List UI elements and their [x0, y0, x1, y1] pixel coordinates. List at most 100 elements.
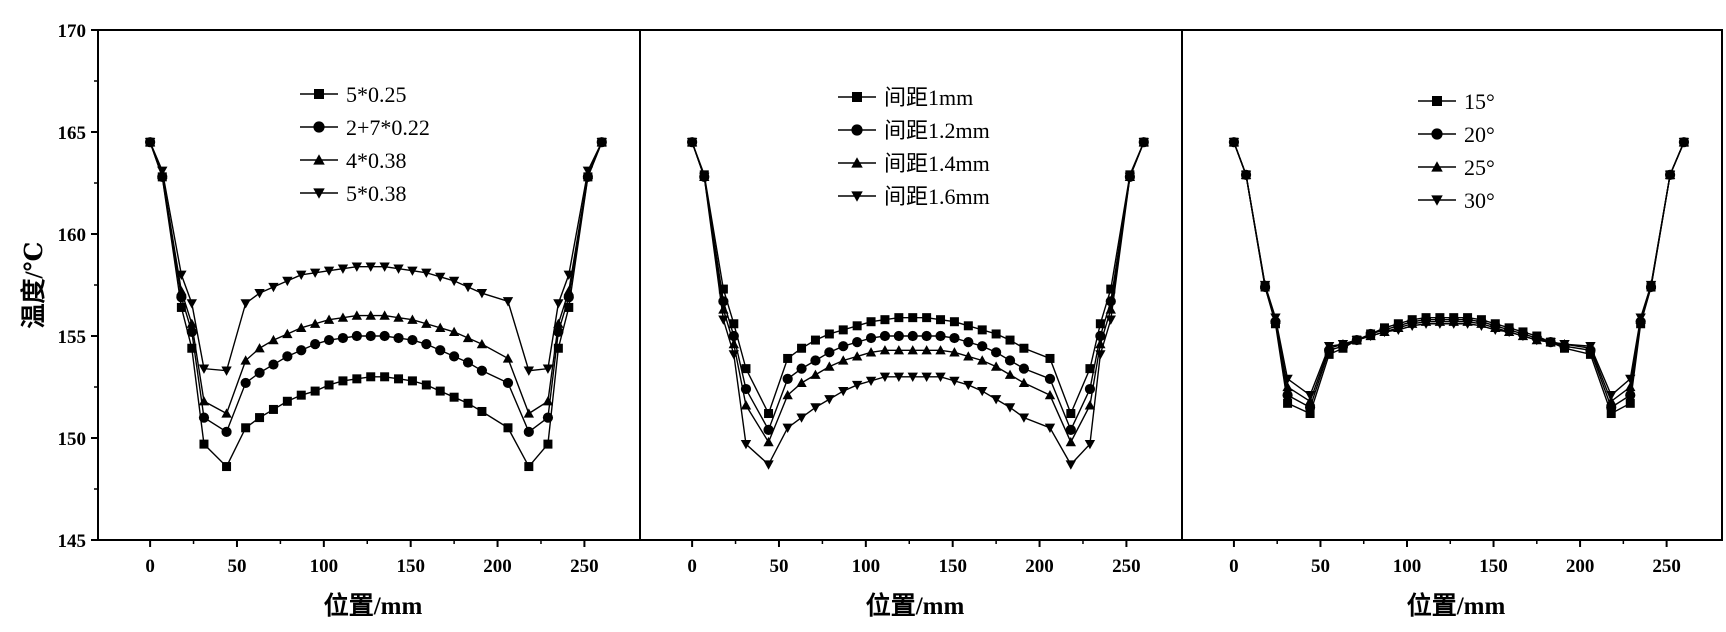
legend-label: 4*0.38 [346, 148, 407, 173]
data-point [810, 369, 821, 379]
data-point [1664, 170, 1676, 181]
data-point [907, 330, 918, 342]
data-point [824, 347, 835, 358]
data-point [1270, 313, 1281, 323]
data-point [740, 439, 752, 450]
data-point [880, 315, 890, 325]
y-tick-label: 155 [58, 327, 87, 348]
data-point [1678, 138, 1690, 148]
data-point [838, 325, 848, 335]
data-point [407, 334, 418, 346]
data-point [1085, 364, 1095, 374]
data-point [462, 357, 474, 368]
data-point [893, 330, 904, 342]
data-point [740, 400, 752, 410]
x-tick-label: 100 [852, 556, 881, 577]
data-point [977, 386, 988, 397]
data-point [1625, 398, 1635, 408]
x-tick-label: 0 [687, 556, 697, 577]
data-point [1448, 319, 1459, 329]
data-point [852, 321, 862, 331]
data-point [1503, 327, 1515, 338]
y-axis-title: 温度/℃ [19, 242, 48, 329]
series-4 [1228, 138, 1690, 401]
data-point [186, 318, 197, 328]
y-tick-label: 170 [58, 21, 87, 42]
data-point [1084, 439, 1096, 450]
data-point [949, 347, 960, 357]
data-point [543, 439, 553, 449]
data-point [393, 264, 404, 274]
data-point [186, 299, 197, 309]
x-tick-label: 200 [1566, 556, 1595, 577]
data-point [1095, 350, 1106, 360]
data-point [186, 326, 197, 338]
plot-frame [1181, 29, 1723, 541]
x-axis-title: 位置/mm [1407, 591, 1506, 620]
data-point [824, 395, 835, 405]
data-point [176, 270, 187, 280]
chart-panel-1: 0 50 100 150 200 250 145 150 155 160 165 170 位置/mm 温度… [19, 21, 641, 620]
data-point [796, 363, 807, 374]
data-point [324, 380, 334, 390]
data-point [1585, 342, 1596, 352]
data-point [1004, 355, 1016, 366]
data-point [502, 297, 514, 307]
data-point [991, 347, 1002, 358]
data-point [199, 439, 209, 449]
data-point [782, 389, 793, 400]
data-point [990, 361, 1002, 371]
legend-marker [1431, 128, 1443, 140]
data-point [310, 386, 320, 396]
data-point [977, 325, 987, 335]
data-point [1545, 337, 1556, 348]
data-point [852, 337, 863, 348]
data-point [379, 310, 390, 320]
data-point [879, 345, 891, 355]
data-point [476, 365, 488, 376]
data-point [198, 364, 210, 374]
data-point [282, 351, 293, 362]
data-point [310, 339, 321, 350]
legend-marker [313, 188, 325, 199]
data-point [1044, 423, 1056, 433]
data-point [323, 334, 335, 346]
data-point [1283, 398, 1293, 408]
data-point [1005, 335, 1015, 345]
data-point [435, 322, 446, 332]
data-point [351, 330, 362, 342]
data-point [949, 376, 960, 387]
data-point [1282, 374, 1293, 385]
data-point [421, 380, 431, 390]
data-point [699, 172, 710, 183]
data-point [865, 347, 877, 357]
data-point [935, 330, 946, 342]
data-point [1044, 389, 1056, 400]
data-point [949, 332, 960, 344]
data-point [282, 328, 293, 339]
data-point [268, 404, 278, 414]
data-point [365, 330, 376, 342]
data-point [435, 386, 445, 396]
data-point [1065, 424, 1076, 435]
x-tick-label: 150 [1479, 556, 1508, 577]
data-point [764, 409, 774, 419]
x-tick-label: 250 [1112, 556, 1141, 577]
data-point [157, 166, 168, 176]
data-point [782, 373, 793, 384]
legend: 5*0.25 2+7*0.22 4*0.38 5*0.38 [300, 82, 430, 206]
data-point [963, 337, 974, 348]
data-point [1004, 369, 1016, 379]
data-point [351, 310, 363, 320]
data-point [407, 266, 418, 276]
data-point [718, 315, 729, 325]
legend-label: 间距1.4mm [884, 151, 990, 176]
data-point [1044, 373, 1056, 384]
data-point [309, 268, 321, 278]
data-point [1305, 409, 1315, 419]
data-point [1259, 280, 1271, 291]
data-point [1065, 436, 1076, 447]
legend-label: 5*0.25 [346, 82, 407, 107]
data-point [907, 345, 918, 355]
